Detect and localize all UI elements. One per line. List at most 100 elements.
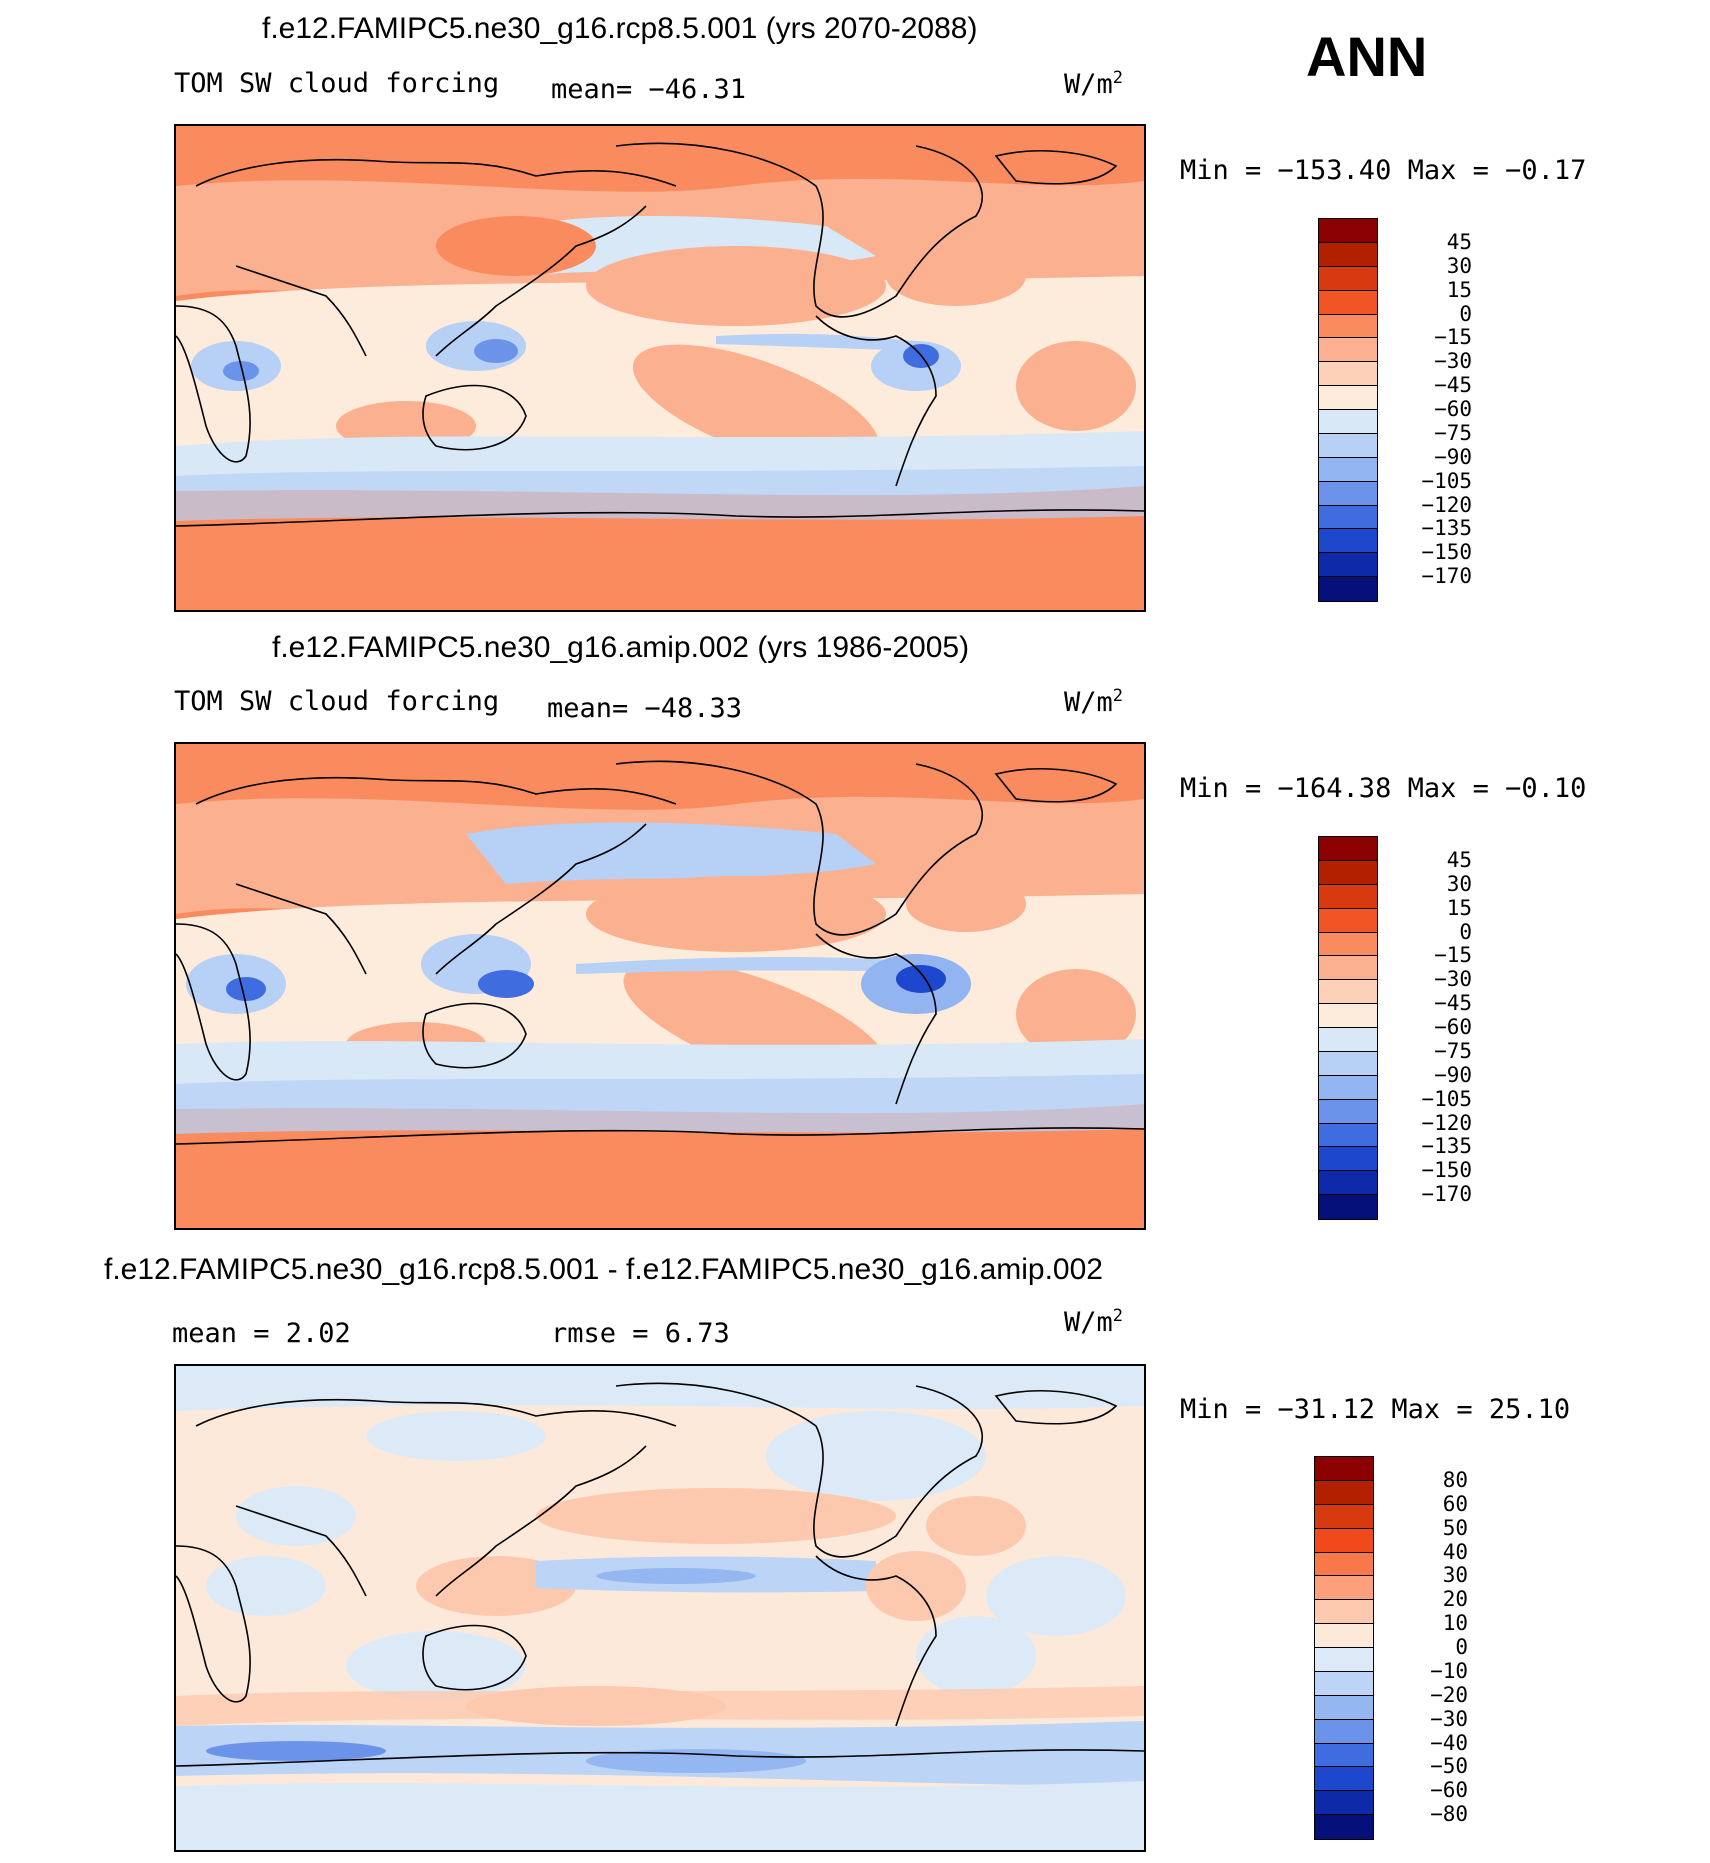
- colorbar-label: −105: [1421, 468, 1472, 493]
- colorbar-label: −30: [1430, 1706, 1468, 1731]
- colorbar-swatch: [1319, 410, 1377, 434]
- panel-2-variable: TOM SW cloud forcing: [174, 686, 500, 717]
- colorbar-label: 20: [1442, 1587, 1468, 1612]
- colorbar-swatch: [1319, 433, 1377, 458]
- panel-1-title: f.e12.FAMIPC5.ne30_g16.rcp8.5.001 (yrs 2…: [262, 12, 978, 45]
- colorbar-label: −80: [1430, 1802, 1468, 1827]
- panel-3-title: f.e12.FAMIPC5.ne30_g16.rcp8.5.001 - f.e1…: [104, 1253, 1103, 1286]
- panel-1-colorbar: [1318, 218, 1378, 602]
- panel-1-variable: TOM SW cloud forcing: [174, 68, 500, 99]
- panel-3-minmax: Min = −31.12 Max = 25.10: [1180, 1394, 1571, 1425]
- colorbar-swatch: [1315, 1600, 1373, 1625]
- colorbar-label: −135: [1421, 516, 1472, 541]
- panel-3-rmse: rmse = 6.73: [551, 1318, 730, 1349]
- colorbar-swatch: [1319, 242, 1377, 267]
- colorbar-swatch: [1319, 314, 1377, 339]
- colorbar-label: −20: [1430, 1682, 1468, 1707]
- colorbar-label: −90: [1434, 1062, 1472, 1087]
- panel-1-map: [174, 124, 1146, 612]
- colorbar-label: −170: [1421, 1182, 1472, 1207]
- colorbar-label: 45: [1446, 847, 1472, 872]
- colorbar-label: −10: [1430, 1658, 1468, 1683]
- colorbar-label: −45: [1434, 991, 1472, 1016]
- colorbar-swatch: [1319, 290, 1377, 315]
- colorbar-label: 80: [1442, 1467, 1468, 1492]
- colorbar-label: 0: [1455, 1635, 1468, 1659]
- colorbar-swatch: [1315, 1576, 1373, 1601]
- colorbar-swatch: [1319, 1051, 1377, 1076]
- colorbar-swatch: [1319, 505, 1377, 530]
- colorbar-swatch: [1319, 908, 1377, 933]
- colorbar-swatch: [1315, 1480, 1373, 1505]
- colorbar-label: −105: [1421, 1086, 1472, 1111]
- colorbar-label: −30: [1434, 967, 1472, 992]
- panel-2-title: f.e12.FAMIPC5.ne30_g16.amip.002 (yrs 198…: [272, 631, 970, 664]
- colorbar-swatch: [1319, 837, 1377, 861]
- colorbar-swatch: [1315, 1504, 1373, 1529]
- colorbar-swatch: [1315, 1767, 1373, 1792]
- colorbar-swatch: [1319, 932, 1377, 957]
- colorbar-label: −60: [1434, 397, 1472, 421]
- colorbar-label: −50: [1430, 1754, 1468, 1779]
- colorbar-swatch: [1319, 553, 1377, 578]
- colorbar-label: 30: [1446, 871, 1472, 896]
- panel-3-colorbar-labels: 80 60 50 40 30 20 10 0 −10 −20 −30 −40 −50 −60 −80: [1388, 1456, 1468, 1838]
- colorbar-label: −15: [1434, 325, 1472, 350]
- colorbar-swatch: [1319, 1195, 1377, 1219]
- colorbar-swatch: [1319, 1171, 1377, 1196]
- colorbar-label: 0: [1459, 919, 1472, 944]
- colorbar-label: −15: [1434, 943, 1472, 968]
- colorbar-swatch: [1315, 1552, 1373, 1577]
- colorbar-swatch: [1315, 1528, 1373, 1553]
- colorbar-swatch: [1315, 1648, 1373, 1672]
- colorbar-label: −170: [1421, 564, 1472, 589]
- colorbar-swatch: [1315, 1743, 1373, 1768]
- colorbar-label: −40: [1430, 1730, 1468, 1755]
- panel-3-mean: mean = 2.02: [172, 1318, 351, 1349]
- colorbar-swatch: [1319, 884, 1377, 909]
- colorbar-swatch: [1319, 338, 1377, 363]
- colorbar-swatch: [1319, 1028, 1377, 1052]
- colorbar-label: 45: [1446, 229, 1472, 254]
- colorbar-swatch: [1319, 266, 1377, 291]
- panel-3-map-canvas: [176, 1366, 1144, 1850]
- panel-2-colorbar: [1318, 836, 1378, 1220]
- colorbar-label: −45: [1434, 373, 1472, 398]
- colorbar-label: −150: [1421, 540, 1472, 565]
- panel-2-minmax: Min = −164.38 Max = −0.10: [1180, 773, 1587, 804]
- panel-2-mean: mean= −48.33: [547, 693, 743, 724]
- colorbar-swatch: [1319, 362, 1377, 387]
- panel-3-colorbar: [1314, 1456, 1374, 1840]
- panel-1-colorbar-labels: 45 30 15 0 −15 −30 −45 −60 −75 −90 −105 −120 −135 −15…: [1392, 218, 1472, 600]
- colorbar-swatch: [1315, 1815, 1373, 1839]
- colorbar-label: −135: [1421, 1134, 1472, 1159]
- panel-1-mean: mean= −46.31: [551, 74, 747, 105]
- colorbar-label: −90: [1434, 444, 1472, 469]
- colorbar-swatch: [1319, 860, 1377, 885]
- colorbar-label: 0: [1459, 301, 1472, 326]
- colorbar-swatch: [1315, 1671, 1373, 1696]
- colorbar-label: −60: [1434, 1015, 1472, 1039]
- panel-2-map-canvas: [176, 744, 1144, 1228]
- panel-1-map-canvas: [176, 126, 1144, 610]
- colorbar-label: −120: [1421, 1110, 1472, 1135]
- colorbar-label: 10: [1442, 1611, 1468, 1636]
- panel-3-units: W/m2: [1064, 1306, 1124, 1338]
- colorbar-label: 15: [1446, 277, 1472, 302]
- colorbar-swatch: [1315, 1719, 1373, 1744]
- colorbar-label: 15: [1446, 895, 1472, 920]
- panel-3-map: [174, 1364, 1146, 1852]
- colorbar-swatch: [1319, 457, 1377, 482]
- panel-2-map: [174, 742, 1146, 1230]
- panel-1-minmax: Min = −153.40 Max = −0.17: [1180, 155, 1587, 186]
- colorbar-swatch: [1315, 1624, 1373, 1648]
- colorbar-label: 50: [1442, 1515, 1468, 1540]
- colorbar-swatch: [1319, 1099, 1377, 1124]
- colorbar-swatch: [1319, 1147, 1377, 1172]
- colorbar-swatch: [1319, 481, 1377, 506]
- colorbar-label: −75: [1434, 1038, 1472, 1063]
- colorbar-swatch: [1319, 1123, 1377, 1148]
- colorbar-label: −30: [1434, 349, 1472, 374]
- colorbar-swatch: [1319, 956, 1377, 981]
- colorbar-label: −150: [1421, 1158, 1472, 1183]
